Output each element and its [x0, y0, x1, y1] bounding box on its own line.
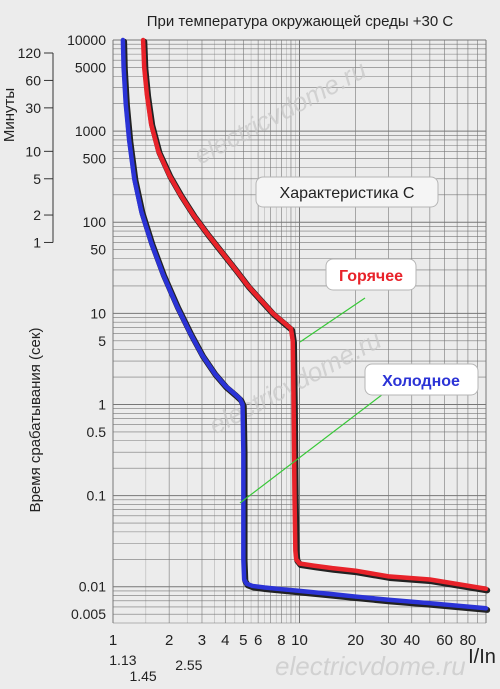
minutes-tick-label: 30	[25, 100, 41, 116]
characteristic-box-bg	[255, 176, 439, 208]
x-tick-label: 60	[436, 632, 453, 649]
x-tick-label: 30	[380, 632, 397, 649]
cold-label-bg	[364, 363, 479, 396]
cold-label: Холодное	[382, 373, 460, 390]
grid-lines	[112, 39, 487, 624]
x-tick-label: 6	[254, 632, 262, 649]
y-tick-labels: 10000 5000 1000 500 100 50 10 5 1 0.5 0.1 0.01 0.005	[67, 32, 106, 622]
y-tick-label: 5000	[75, 59, 106, 75]
x-tick-label: 5	[239, 632, 247, 649]
x-tick-label: 8	[277, 632, 285, 649]
characteristic-box: Характеристика С	[255, 176, 439, 208]
minutes-tick-label: 2	[33, 207, 41, 223]
minutes-tick-label: 120	[18, 45, 42, 61]
cold-leader-line	[239, 374, 409, 504]
cold-curve	[120, 37, 489, 611]
x-tick-label: 1	[109, 632, 117, 649]
x-extra-tick-label: 1.13	[109, 652, 136, 668]
y-axis-label: Время срабатывания (сек)	[27, 328, 44, 513]
x-extra-tick-label: 2.55	[175, 657, 202, 673]
minutes-tick-label: 60	[25, 72, 41, 88]
y-tick-label: 0.1	[87, 488, 107, 504]
y-tick-label: 0.5	[87, 424, 107, 440]
y-tick-label: 1000	[75, 123, 106, 139]
x-tick-label: 4	[221, 632, 229, 649]
annotation-leaders	[239, 297, 409, 504]
hot-label-box: Горячее	[325, 258, 417, 291]
minutes-axis-label: Минуты	[1, 88, 18, 142]
minutes-tick-label: 10	[25, 143, 41, 159]
x-tick-label: 3	[198, 632, 206, 649]
x-extra-tick-label: 1.45	[129, 668, 156, 684]
hot-curve	[140, 37, 489, 592]
y-tick-label: 0.005	[71, 606, 106, 622]
y-tick-label: 10000	[67, 32, 106, 48]
hot-label: Горячее	[339, 268, 403, 285]
x-tick-label: 10	[291, 632, 308, 649]
x-tick-label: 40	[403, 632, 420, 649]
y-tick-label: 500	[83, 151, 107, 167]
minutes-tick-label: 1	[33, 234, 41, 250]
x-extra-tick-labels: 1.131.45 2.55	[109, 652, 202, 684]
hot-label-bg	[325, 258, 417, 291]
x-tick-label: 20	[347, 632, 364, 649]
chart-title: При температура окружающей среды +30 С	[147, 13, 454, 30]
y-tick-label: 100	[83, 214, 107, 230]
y-tick-label: 0.01	[79, 579, 106, 595]
y-tick-label: 1	[98, 396, 106, 412]
x-tick-labels: 1 2 3 4 5 6 8 10 20 30 40 60 80	[109, 632, 476, 649]
watermark-text: electricvdome.ru	[275, 651, 466, 681]
minutes-scale: 120 60 30 10 5 2 1	[18, 45, 54, 250]
x-tick-label: 80	[460, 632, 477, 649]
hot-leader-line	[299, 297, 366, 343]
y-tick-label: 10	[90, 305, 106, 321]
cold-label-box: Холодное	[364, 363, 479, 396]
series-group	[120, 37, 491, 613]
x-tick-label: 2	[165, 632, 173, 649]
x-axis-label: I/In	[468, 646, 496, 668]
y-tick-label: 50	[90, 242, 106, 258]
minutes-tick-label: 5	[33, 171, 41, 187]
y-tick-label: 5	[98, 333, 106, 349]
characteristic-label: Характеристика С	[280, 185, 415, 202]
